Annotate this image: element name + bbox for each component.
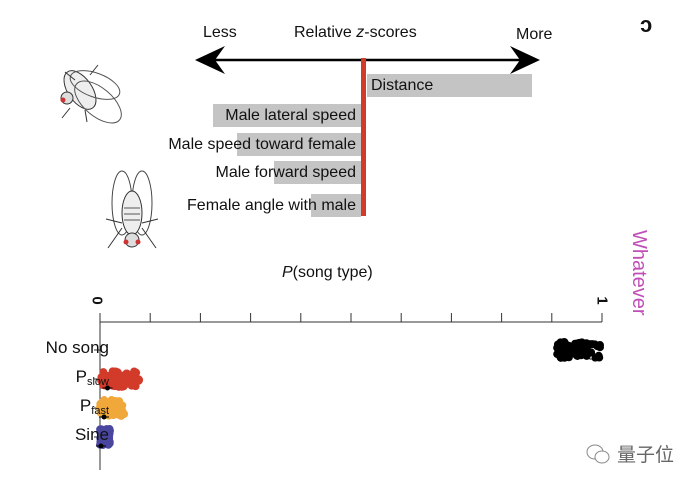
zscore-bar [237, 133, 361, 156]
zscore-bar-label: Male speed toward female [168, 136, 356, 153]
xlabel-italic: P [282, 264, 293, 281]
p-song-type-title: P(song type) [282, 264, 373, 282]
data-point [130, 367, 139, 376]
zscore-bar-label: Male forward speed [215, 164, 356, 181]
zscore-title: Relative z-scores [294, 24, 417, 42]
data-point [577, 351, 586, 360]
arrow-left-icon [195, 46, 225, 74]
zscore-bar [274, 161, 361, 184]
row-label: Sine [75, 425, 109, 445]
row-label: Pslow [76, 367, 109, 388]
data-point [105, 433, 114, 442]
data-point [553, 350, 562, 359]
data-point [102, 427, 111, 436]
data-point [104, 440, 113, 449]
data-point [581, 339, 590, 348]
more-label: More [516, 26, 553, 43]
watermark: 量子位 [585, 440, 674, 467]
data-point [574, 344, 583, 353]
zscore-bar-label: Female angle with male [187, 197, 356, 214]
fly-female-icon [105, 170, 159, 249]
zscore-bar [310, 194, 361, 217]
title-before: Relative [294, 24, 357, 41]
zero-line [361, 58, 366, 216]
data-point [127, 378, 136, 387]
row-label: Pfast [80, 396, 109, 417]
row-label-main: P [75, 367, 87, 386]
mean-marker [105, 385, 111, 391]
mean-marker [101, 414, 107, 420]
xlabel-rest: (song type) [292, 264, 373, 281]
data-point [99, 370, 108, 379]
title-after: -scores [364, 24, 417, 41]
data-point [555, 343, 564, 352]
data-point [111, 382, 120, 391]
data-point [106, 407, 115, 416]
title-italic: z [356, 24, 365, 41]
mean-marker [98, 443, 104, 449]
data-point [96, 408, 105, 417]
row-label: No song [46, 338, 109, 358]
zscore-bar-label: Male lateral speed [225, 107, 356, 124]
zscore-bar [367, 74, 533, 97]
data-point [117, 371, 126, 380]
row-label-main: P [79, 396, 92, 415]
data-point [101, 378, 110, 387]
row-label-main: No song [45, 338, 109, 357]
zscore-bar-label: Distance [371, 77, 434, 94]
arrow-right-icon [510, 46, 540, 74]
data-point [119, 382, 128, 391]
data-point [115, 407, 124, 416]
fly-male-icon [60, 64, 122, 124]
row-label-sub: slow [86, 376, 109, 388]
mean-marker [591, 356, 597, 362]
wechat-icon [586, 444, 610, 463]
data-point [560, 338, 569, 347]
zscore-bar [213, 104, 361, 127]
data-point [115, 397, 124, 406]
data-point [594, 351, 603, 360]
side-label: Whatever [628, 230, 650, 316]
watermark-text: 量子位 [617, 444, 675, 466]
row-label-main: Sine [74, 425, 109, 444]
data-point [134, 376, 143, 385]
less-label: Less [203, 24, 237, 41]
data-point [588, 340, 597, 349]
data-point [109, 372, 118, 381]
row-label-sub: fast [91, 405, 109, 417]
